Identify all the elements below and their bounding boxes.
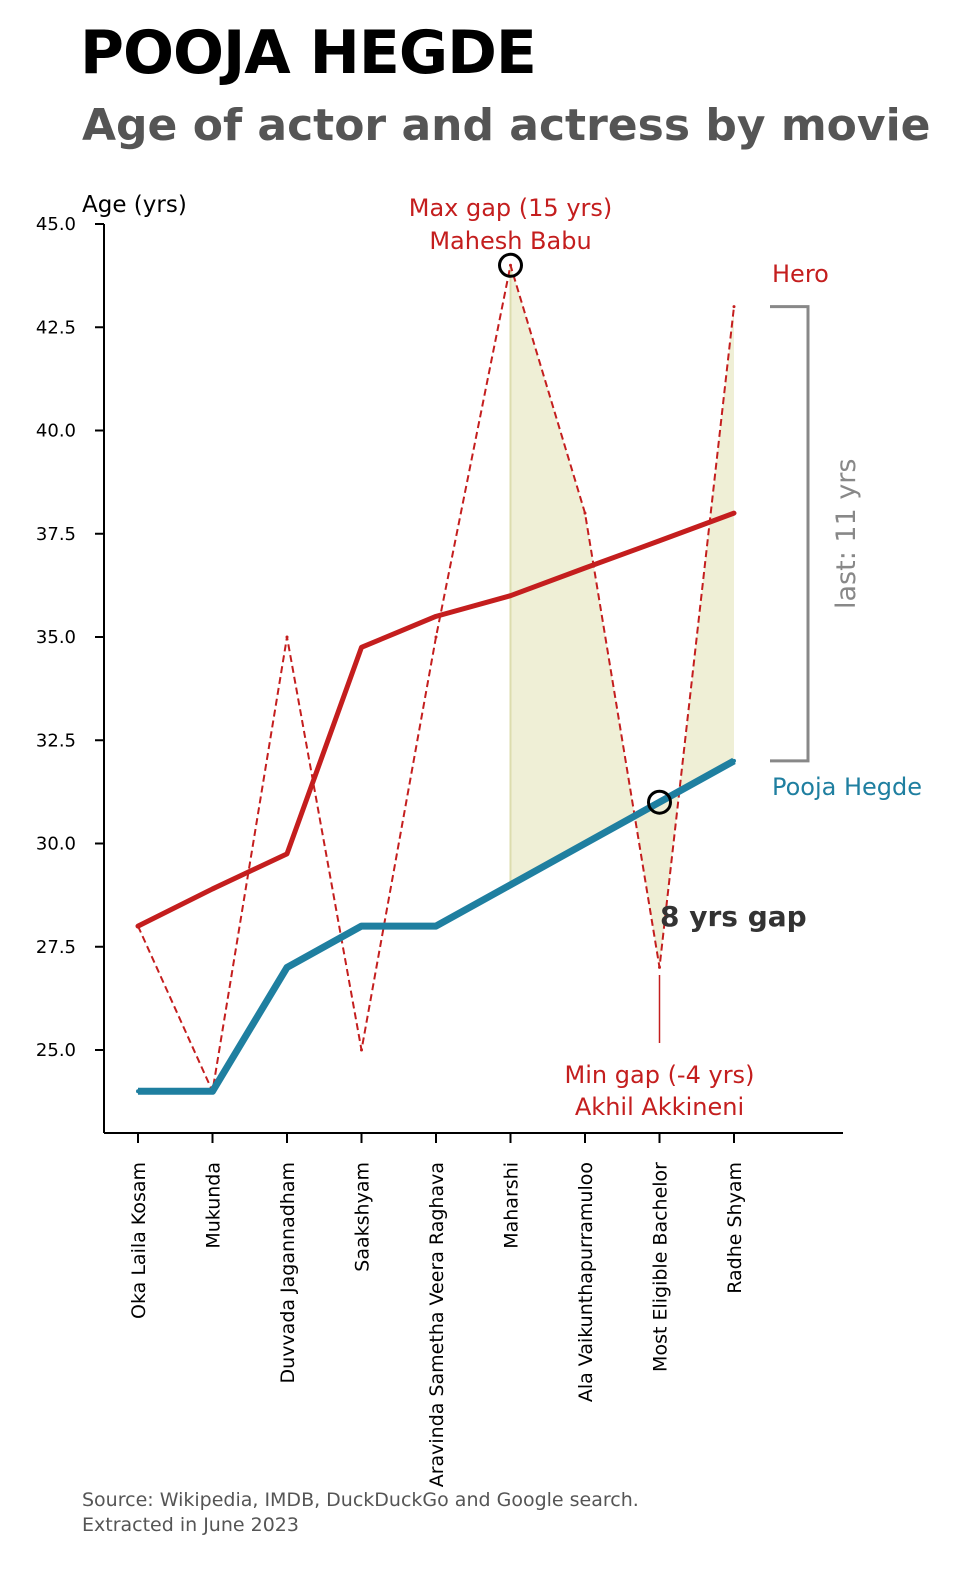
min-gap-name: Akhil Akkineni — [575, 1093, 744, 1121]
x-tick-label: Ala Vaikunthapurramuloo — [575, 1162, 597, 1402]
x-tick-label: Mukunda — [203, 1162, 225, 1249]
hero-age-point — [285, 635, 289, 639]
x-tick-label: Maharshi — [501, 1162, 523, 1249]
y-tick-label: 40.0 — [36, 421, 76, 442]
last-gap-bracket — [770, 305, 810, 763]
hero-age-point — [509, 263, 512, 267]
actress-age-point — [434, 924, 438, 929]
min-gap-label: Min gap (-4 yrs) — [565, 1061, 755, 1089]
min-gap-marker — [647, 789, 672, 815]
y-tick-label: 32.5 — [36, 730, 76, 751]
y-tick-label: 45.0 — [36, 214, 76, 235]
hero-age-point — [732, 305, 736, 309]
actress-age-point — [732, 758, 736, 763]
last-gap-label: last: 11 yrs — [831, 459, 862, 609]
max-gap-name: Mahesh Babu — [429, 227, 591, 255]
x-tick-label: Radhe Shyam — [724, 1162, 746, 1294]
actress-age-point — [285, 965, 289, 970]
hero-series-label: Hero — [772, 260, 829, 288]
actress-age-point — [583, 841, 587, 846]
x-tick-label: Most Eligible Bachelor — [650, 1162, 672, 1372]
actress-age-point — [210, 1089, 215, 1094]
hero-age-point — [360, 1048, 363, 1052]
chart-title: POOJA HEGDE — [80, 18, 537, 88]
hero-age-point — [583, 511, 587, 515]
y-axis-label: Age (yrs) — [82, 192, 187, 218]
gap-shaded-area — [510, 265, 734, 968]
hero-age-point — [658, 965, 661, 969]
actress-age-point — [136, 1089, 140, 1094]
y-tick-label: 35.0 — [36, 627, 76, 648]
y-tick-label: 25.0 — [36, 1040, 76, 1061]
x-tick-label: Oka Laila Kosam — [128, 1162, 150, 1319]
hero-age-point — [434, 635, 438, 639]
actress-age-point — [508, 882, 513, 887]
source-line-1: Source: Wikipedia, IMDB, DuckDuckGo and … — [82, 1489, 639, 1511]
current-gap-label: 8 yrs gap — [660, 900, 807, 933]
source-note: Source: Wikipedia, IMDB, DuckDuckGo and … — [82, 1488, 639, 1538]
x-tick-label: Duvvada Jagannadham — [277, 1162, 299, 1383]
hero-trend-line — [135, 510, 737, 929]
actress-age-point — [359, 924, 364, 929]
actress-series-label: Pooja Hegde — [772, 773, 922, 801]
y-tick-label: 30.0 — [36, 834, 76, 855]
y-tick-label: 42.5 — [36, 317, 76, 338]
max-gap-label: Max gap (15 yrs) — [409, 194, 613, 222]
source-line-2: Extracted in June 2023 — [82, 1514, 299, 1536]
x-tick-label: Saakshyam — [352, 1162, 374, 1272]
y-tick-label: 37.5 — [36, 524, 76, 545]
x-tick-label: Aravinda Sametha Veera Raghava — [426, 1162, 448, 1487]
max-gap-marker — [498, 252, 523, 278]
chart-subtitle: Age of actor and actress by movie — [82, 100, 931, 151]
hero-age-point — [136, 924, 140, 928]
y-tick-label: 27.5 — [36, 937, 76, 958]
hero-age-line — [137, 265, 735, 1095]
actress-age-point — [657, 800, 662, 805]
